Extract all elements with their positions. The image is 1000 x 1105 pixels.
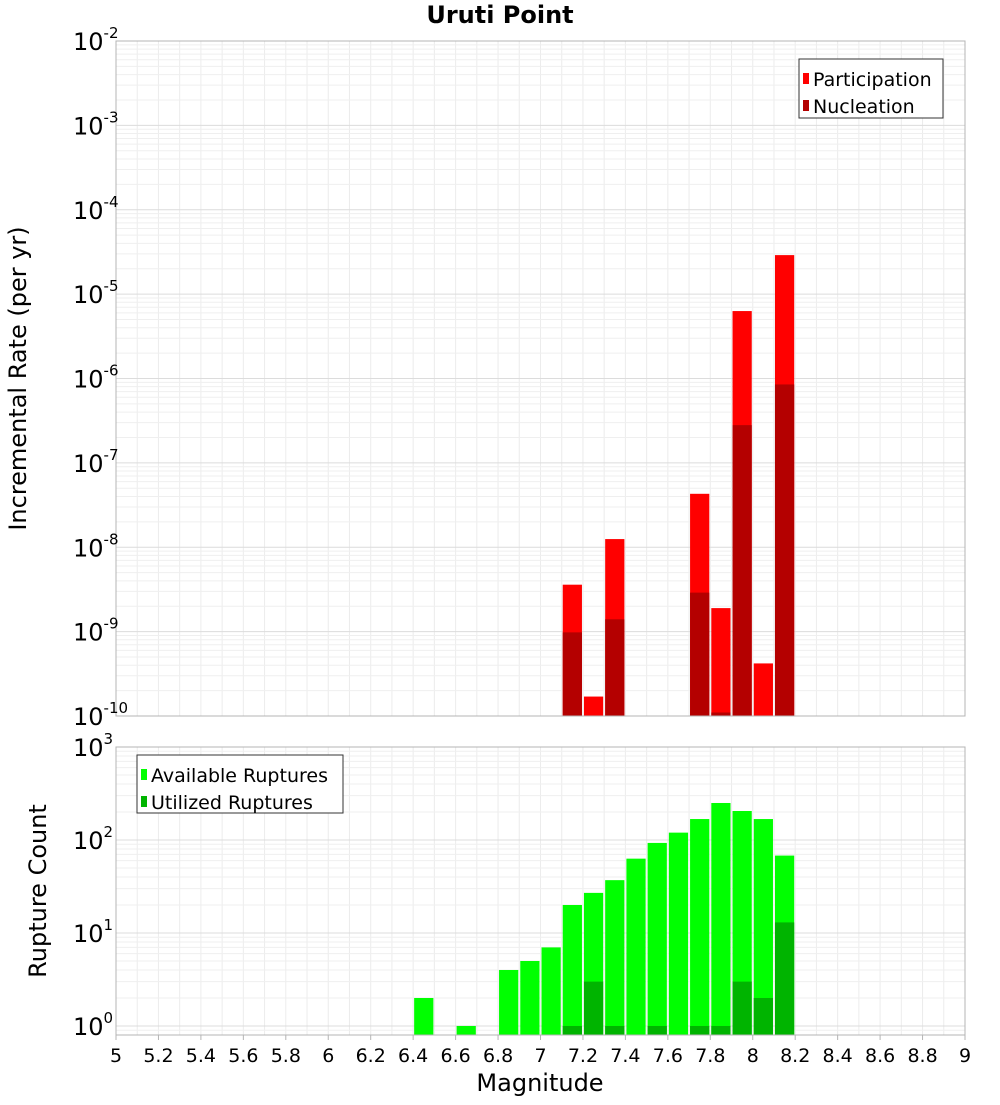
x-axis-tick-labels: 5 5.2 5.4 5.6 5.8 6 6.2 6.4 6.6 6.8 7 7.2 7.4 7.6 7.8 8… [110,1035,971,1067]
legend: Participation Nucleation [798,58,944,119]
y-tick-label: 10-2 [73,24,119,56]
legend-entry: Nucleation [813,96,915,118]
bar [605,1025,625,1035]
legend-swatch [803,100,809,111]
bar [562,904,582,1035]
x-tick-label: 9 [959,1045,971,1067]
y-tick-label: 10-10 [73,699,128,731]
bar [690,1025,710,1035]
legend: Available Ruptures Utilized Ruptures [136,754,344,814]
bar [732,811,752,1035]
x-tick-label: 7.4 [610,1045,640,1067]
bar [605,880,625,1035]
bar [583,696,604,716]
x-tick-label: 5.8 [271,1045,301,1067]
x-tick-label: 8.4 [823,1045,853,1067]
x-tick-label: 8.6 [865,1045,895,1067]
bar [520,960,540,1035]
legend-swatch [141,769,147,780]
x-tick-label: 7.8 [695,1045,725,1067]
legend-swatch [803,73,809,84]
y-tick-label: 10-5 [73,277,119,309]
x-tick-label: 6 [322,1045,334,1067]
plot-panel-1: 10-2 10-3 10-4 10-5 10-6 10-7 10-8 10-9 10-10 Inc… [4,24,966,731]
legend-box [798,58,944,119]
x-tick-label: 7 [534,1045,546,1067]
bar [753,997,773,1035]
chart-title: Uruti Point [426,1,573,29]
series-nucleation [562,384,795,716]
plot-panel-2: 103 102 101 100 Rupture Count Available Ruptu… [24,730,966,1041]
legend-entry: Utilized Ruptures [151,792,313,814]
y-tick-label: 100 [73,1009,113,1041]
y-axis-label: Incremental Rate (per yr) [4,226,32,530]
bar [690,592,710,716]
x-tick-label: 5.6 [228,1045,258,1067]
y-tick-label: 102 [73,823,113,855]
y-tick-label: 10-6 [73,362,119,394]
x-tick-label: 5.2 [143,1045,173,1067]
bar [711,802,731,1035]
legend-box [136,754,344,814]
bar [774,922,795,1035]
legend-swatch [141,796,147,807]
y-tick-label: 103 [73,730,113,762]
x-tick-label: 7.6 [653,1045,683,1067]
bar [690,819,710,1035]
x-tick-label: 6.4 [398,1045,428,1067]
x-tick-label: 6.8 [483,1045,513,1067]
bar [626,858,646,1035]
bar [583,981,604,1035]
bar [668,832,689,1035]
series-available-ruptures [414,802,795,1035]
y-axis-label: Rupture Count [24,804,52,978]
bar [753,663,773,716]
x-tick-label: 8.8 [907,1045,937,1067]
bar [647,1025,667,1035]
y-tick-label: 10-3 [73,108,119,140]
y-tick-label: 101 [73,916,113,948]
x-tick-label: 5 [110,1045,122,1067]
y-axis-tick-labels: 10-2 10-3 10-4 10-5 10-6 10-7 10-8 10-9 10-10 [73,24,128,731]
bar [774,384,795,716]
y-tick-label: 10-4 [73,193,119,225]
series-utilized-ruptures [562,922,795,1035]
y-tick-label: 10-7 [73,446,119,478]
bar [499,969,519,1035]
bar [711,608,731,716]
x-tick-label: 5.4 [186,1045,216,1067]
grid-lines [115,40,966,717]
x-axis-label: Magnitude [476,1069,603,1097]
y-axis-tick-labels: 103 102 101 100 [73,730,113,1041]
bar [414,997,434,1035]
x-tick-label: 8 [747,1045,759,1067]
bar [605,619,625,716]
x-tick-label: 6.2 [356,1045,386,1067]
legend-entry: Available Ruptures [151,765,328,787]
bar [711,712,731,716]
bar [711,1025,731,1035]
plot-frame [115,40,966,717]
legend-entry: Participation [813,69,932,91]
bar [562,632,582,716]
x-tick-label: 7.2 [568,1045,598,1067]
y-tick-label: 10-8 [73,530,119,562]
bar [732,425,752,716]
x-tick-label: 6.6 [440,1045,470,1067]
bar [732,981,752,1035]
x-tick-label: 8.2 [780,1045,810,1067]
bar [562,1025,582,1035]
bar [647,842,667,1035]
bar [753,819,773,1035]
y-tick-label: 10-9 [73,615,119,647]
bar [456,1025,476,1035]
bar [541,947,561,1035]
